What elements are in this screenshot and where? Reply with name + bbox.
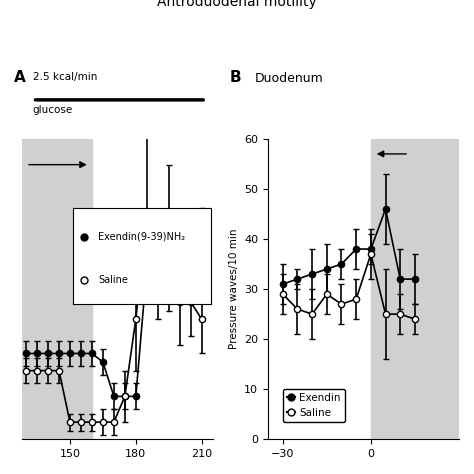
Bar bbox=[22, 139, 92, 439]
Text: B: B bbox=[230, 70, 241, 85]
Text: A: A bbox=[14, 70, 26, 85]
Text: Duodenum: Duodenum bbox=[255, 72, 323, 85]
Text: Antroduodenal motility: Antroduodenal motility bbox=[157, 0, 317, 9]
Y-axis label: Pressure waves/10 min: Pressure waves/10 min bbox=[228, 229, 238, 349]
Text: glucose: glucose bbox=[33, 105, 73, 115]
Legend: Exendin, Saline: Exendin, Saline bbox=[283, 389, 345, 422]
Bar bbox=[371, 139, 459, 439]
Text: 2.5 kcal/min: 2.5 kcal/min bbox=[33, 72, 97, 82]
